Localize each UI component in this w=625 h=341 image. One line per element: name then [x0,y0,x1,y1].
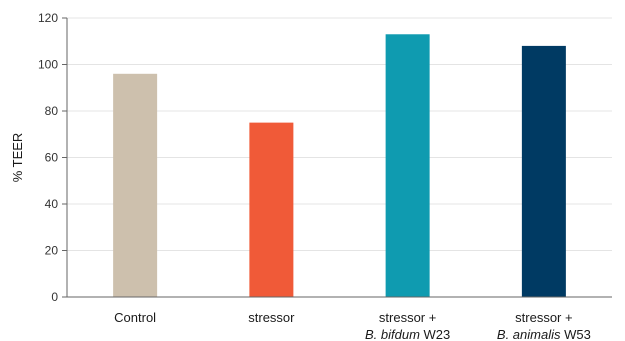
category-label-segment: Control [114,310,156,325]
x-category-labels: Control stressor stressor + B. bifdum W23st… [114,310,591,341]
bar-2 [385,34,430,298]
category-label-0: Control [114,310,156,325]
category-label-segment: B. animalis [497,327,561,341]
gridlines [67,17,612,251]
y-axis-label: % TEER [10,133,25,183]
category-label-2: stressor + B. bifdum W23 [365,310,450,341]
bar-1 [249,122,294,297]
y-tick-label: 0 [51,290,58,304]
y-tick-labels: 0 20 40 60 80 100 120 [38,11,67,304]
bars [113,34,566,298]
y-tick-label: 80 [45,104,59,118]
category-label-segment: W23 [420,327,450,341]
bar-3 [521,45,566,298]
y-tick-label: 20 [45,244,59,258]
y-tick-label: 40 [45,197,59,211]
category-label-segment: stressor [248,310,295,325]
y-tick-label: 120 [38,11,58,25]
category-label-segment: stressor + [379,310,436,325]
y-tick-label: 100 [38,58,58,72]
category-label-segment: B. bifdum [365,327,420,341]
category-label-1: stressor [248,310,295,325]
category-label-segment: W53 [560,327,590,341]
y-tick-label: 60 [45,151,59,165]
category-label-segment: stressor + [515,310,572,325]
category-label-3: stressor + B. animalis W53 [497,310,591,341]
bar-0 [113,73,158,297]
